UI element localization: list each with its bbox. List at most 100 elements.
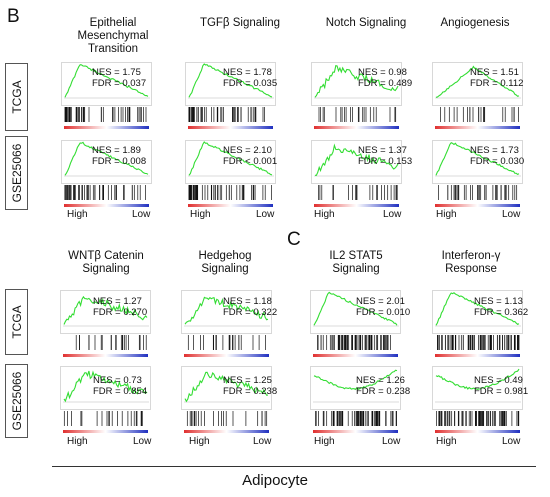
gsea-plot-c-gse-il2-stat5	[310, 366, 401, 439]
rank-colorbar	[63, 354, 148, 357]
rank-colorbar	[435, 126, 520, 129]
row-label-tcga-c: TCGA	[5, 289, 28, 355]
gsea-plot-b-tcga-notch	[311, 62, 402, 135]
enrichment-curve	[64, 141, 149, 176]
axis-high-b-2: High	[190, 209, 211, 220]
hit-ticks	[64, 185, 146, 200]
gsea-plot-b-gse-tgfb	[185, 140, 276, 213]
gsea-plot-c-tcga-wnt	[60, 290, 151, 363]
plot-frame	[432, 366, 523, 410]
col-title-wnt: WNTβ Catenin Signaling	[68, 250, 144, 275]
stats-b-tcga-tgfb: NES = 1.78 FDR = 0.035	[223, 67, 278, 89]
gsea-plot-c-gse-wnt	[60, 366, 151, 439]
gsea-plot-b-gse-notch	[311, 140, 402, 213]
hit-ticks	[318, 185, 398, 200]
stats-c-gse-hedgehog: NES = 1.25 FDR = 0.238	[223, 375, 278, 397]
stats-c-tcga-interferon-gamma: NES = 1.13 FDR = 0.362	[474, 296, 529, 318]
gsea-plot-c-tcga-il2-stat5	[310, 290, 401, 363]
plot-frame	[310, 290, 401, 334]
axis-high-c-3: High	[314, 436, 335, 447]
col-title-angiogenesis: Angiogenesis	[440, 17, 510, 29]
plot-frame	[181, 366, 272, 410]
panel-b-letter: B	[7, 6, 20, 27]
enrichment-curve	[313, 369, 398, 391]
axis-low-c-4: Low	[502, 436, 521, 447]
enrichment-curve	[64, 64, 149, 98]
gsea-plot-c-gse-hedgehog	[181, 366, 272, 439]
stats-b-gse-emt: NES = 1.89 FDR = 0.008	[92, 145, 147, 167]
stats-b-gse-angiogenesis: NES = 1.73 FDR = 0.030	[470, 145, 525, 167]
stats-b-gse-tgfb: NES = 2.10 FDR < 0.001	[223, 145, 278, 167]
plot-frame	[61, 62, 152, 106]
rank-colorbar	[188, 204, 273, 207]
enrichment-curve	[314, 65, 399, 98]
hit-ticks	[440, 107, 519, 122]
panel-c-letter: C	[287, 229, 301, 250]
col-title-interferon-gamma: Interferon-γ Response	[441, 250, 501, 275]
row-label-gse25066-c: GSE25066	[5, 364, 28, 438]
enrichment-curve	[435, 368, 520, 390]
rank-colorbar	[64, 126, 149, 129]
plot-frame	[432, 62, 523, 106]
hit-ticks	[436, 411, 520, 426]
enrichment-curve	[184, 371, 269, 403]
col-title-tgfb: TGFβ Signaling	[199, 17, 281, 29]
rank-colorbar	[435, 430, 520, 433]
rank-colorbar	[313, 354, 398, 357]
enrichment-curve	[315, 143, 399, 176]
rank-colorbar	[435, 354, 520, 357]
axis-high-b-3: High	[314, 209, 335, 220]
axis-high-c-4: High	[436, 436, 457, 447]
plot-frame	[185, 140, 276, 184]
enrichment-curve	[188, 141, 273, 176]
gsea-plot-c-tcga-interferon-gamma	[432, 290, 523, 363]
rank-colorbar	[314, 204, 399, 207]
stats-c-gse-wnt: NES = 0.73 FDR = 0.854	[93, 375, 148, 397]
hit-ticks	[187, 335, 266, 350]
col-title-hedgehog: Hedgehog Signaling	[198, 250, 252, 275]
enrichment-curve	[188, 63, 273, 98]
rank-colorbar	[313, 430, 398, 433]
row-label-gse25066-b: GSE25066	[5, 136, 28, 210]
stats-b-tcga-notch: NES = 0.98 FDR = 0.489	[358, 67, 413, 89]
axis-low-c-3: Low	[382, 436, 401, 447]
col-title-il2-stat5: IL2 STAT5 Signaling	[329, 250, 383, 275]
plot-frame	[185, 62, 276, 106]
row-label-tcga-b: TCGA	[5, 63, 28, 131]
stats-b-gse-notch: NES = 1.37 FDR = 0.153	[358, 145, 413, 167]
stats-c-tcga-wnt: NES = 1.27 FDR = 0.270	[93, 296, 148, 318]
rank-colorbar	[64, 204, 149, 207]
axis-high-c-1: High	[67, 436, 88, 447]
gsea-plot-b-gse-angiogenesis	[432, 140, 523, 213]
stats-c-tcga-hedgehog: NES = 1.18 FDR = 0.322	[223, 296, 278, 318]
hit-ticks	[318, 107, 397, 122]
hit-ticks	[63, 411, 143, 426]
hit-ticks	[317, 335, 391, 350]
axis-low-c-1: Low	[133, 436, 152, 447]
plot-frame	[432, 140, 523, 184]
plot-frame	[181, 290, 272, 334]
plot-frame	[432, 290, 523, 334]
hit-ticks	[186, 411, 268, 426]
gsea-plot-c-gse-interferon-gamma	[432, 366, 523, 439]
enrichment-curve	[63, 295, 148, 325]
axis-low-b-3: Low	[383, 209, 402, 220]
col-title-notch: Notch Signaling	[325, 17, 407, 29]
stats-c-gse-il2-stat5: NES = 1.26 FDR = 0.238	[356, 375, 411, 397]
axis-low-b-4: Low	[502, 209, 521, 220]
stats-c-gse-interferon-gamma: NES = 0.49 FDR = 0.981	[474, 375, 529, 397]
axis-high-c-2: High	[189, 436, 210, 447]
rank-colorbar	[184, 354, 269, 357]
enrichment-curve	[313, 291, 398, 326]
hit-ticks	[75, 335, 147, 350]
axis-high-b-4: High	[436, 209, 457, 220]
hit-ticks	[64, 107, 147, 122]
hit-ticks	[188, 107, 265, 122]
hit-ticks	[315, 411, 397, 426]
gsea-plot-b-tcga-emt	[61, 62, 152, 135]
axis-low-b-2: Low	[256, 209, 275, 220]
enrichment-curve	[63, 370, 148, 403]
plot-frame	[60, 366, 151, 410]
stats-c-tcga-il2-stat5: NES = 2.01 FDR = 0.010	[356, 296, 411, 318]
rank-colorbar	[188, 126, 273, 129]
